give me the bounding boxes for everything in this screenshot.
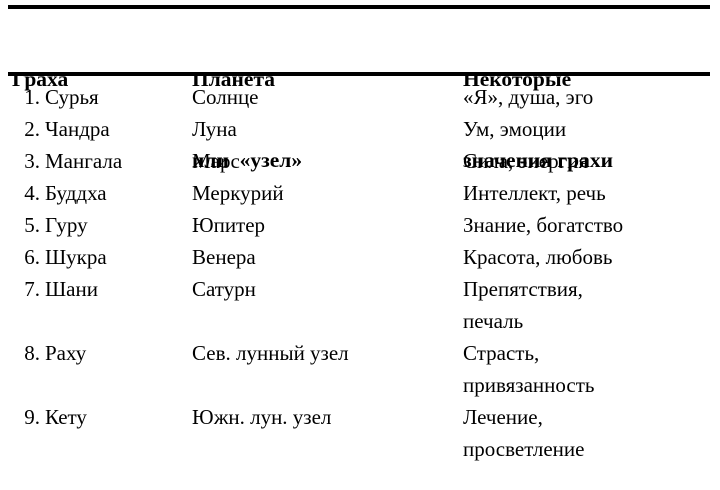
row-meaning: «Я», душа, эго: [463, 85, 594, 109]
header-meaning-line-2: значения грахи: [463, 148, 613, 172]
row-meaning: Красота, любовь: [463, 245, 613, 269]
row-number: 4.: [24, 181, 40, 205]
row-planet: Южн. лун. узел: [192, 405, 332, 429]
table-row: 4. Буддха Меркурий Интеллект, речь: [0, 177, 720, 209]
row-number: 7.: [24, 277, 40, 301]
row-meaning: Лечение,: [463, 405, 543, 429]
table-body: 1. Сурья Солнце «Я», душа, эго 2. Чандра…: [0, 76, 720, 490]
row-meaning: Страсть,: [463, 341, 540, 365]
row-graha: Шани: [45, 277, 98, 301]
table-row: 7. Шани Сатурн Препятствия,: [0, 273, 720, 305]
table-row-continuation: привязанность: [0, 369, 720, 401]
table-row: 2. Чандра Луна Ум, эмоции: [0, 113, 720, 145]
row-graha: Кету: [45, 405, 87, 429]
table-row: 8. Раху Сев. лунный узел Страсть,: [0, 337, 720, 369]
row-graha: Мангала: [45, 149, 123, 173]
row-graha: Гуру: [45, 213, 88, 237]
row-graha: Шукра: [45, 245, 107, 269]
header-planet-line-2: или «узел»: [192, 148, 303, 172]
table-row: 5. Гуру Юпитер Знание, богатство: [0, 209, 720, 241]
row-planet: Юпитер: [192, 213, 266, 237]
row-graha: Буддха: [45, 181, 107, 205]
header-cell-planet: Планета или «узел»: [192, 12, 302, 228]
row-meaning-continued: привязанность: [463, 373, 595, 397]
header-cell-meaning: Некоторые значения грахи: [463, 12, 613, 228]
row-number: 6.: [24, 245, 40, 269]
table-row-continuation: печаль: [0, 305, 720, 337]
row-number: 1.: [24, 85, 40, 109]
header-planet-line-1: Планета: [192, 67, 276, 91]
row-meaning: Ум, эмоции: [463, 117, 567, 141]
row-number: 2.: [24, 117, 40, 141]
row-meaning: Препятствия,: [463, 277, 583, 301]
table-row: 9. Кету Южн. лун. узел Лечение,: [0, 401, 720, 433]
table-header-rule: [8, 72, 710, 76]
row-planet: Меркурий: [192, 181, 284, 205]
row-planet: Солнце: [192, 85, 259, 109]
header-cell-graha: Граха: [12, 12, 68, 147]
row-planet: Сев. лунный узел: [192, 341, 349, 365]
table-row: 1. Сурья Солнце «Я», душа, эго: [0, 81, 720, 113]
row-planet: Луна: [192, 117, 237, 141]
row-planet: Марс: [192, 149, 240, 173]
header-meaning-line-1: Некоторые: [463, 67, 572, 91]
header-graha-line-1: Граха: [12, 67, 69, 91]
row-planet: Сатурн: [192, 277, 256, 301]
row-graha: Раху: [45, 341, 87, 365]
row-meaning: Сила, энергия: [463, 149, 589, 173]
row-meaning-continued: печаль: [463, 309, 524, 333]
row-meaning: Интеллект, речь: [463, 181, 606, 205]
row-planet: Венера: [192, 245, 256, 269]
row-number: 9.: [24, 405, 40, 429]
table-row: 6. Шукра Венера Красота, любовь: [0, 241, 720, 273]
table-row-continuation: просветление: [0, 433, 720, 465]
row-meaning-continued: просветление: [463, 437, 585, 461]
row-number: 3.: [24, 149, 40, 173]
row-number: 8.: [24, 341, 40, 365]
table-top-rule: [8, 5, 710, 9]
table-row: 3. Мангала Марс Сила, энергия: [0, 145, 720, 177]
row-graha: Сурья: [45, 85, 99, 109]
row-graha: Чандра: [45, 117, 110, 141]
row-number: 5.: [24, 213, 40, 237]
row-meaning: Знание, богатство: [463, 213, 624, 237]
table-header-row: Граха Планета или «узел» Некоторые значе…: [0, 12, 720, 172]
